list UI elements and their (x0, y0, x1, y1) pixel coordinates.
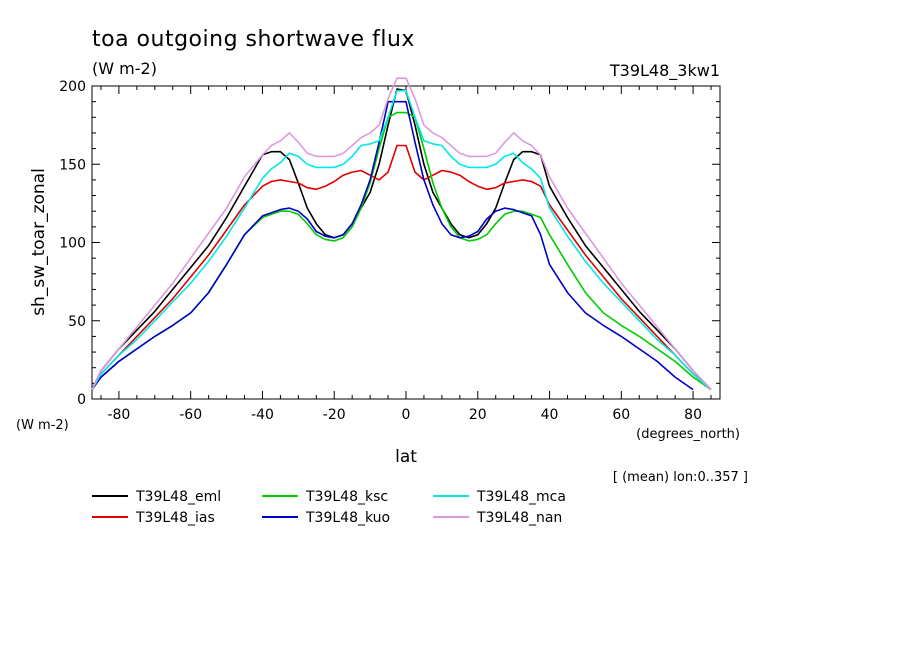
y-tick-label: 100 (59, 236, 86, 252)
legend-label-T39L48_kuo: T39L48_kuo (305, 510, 390, 526)
series-lines (91, 77, 712, 391)
series-line-T39L48_nan (91, 77, 712, 391)
units-label-top: (W m-2) (92, 59, 157, 78)
series-line-T39L48_eml (91, 88, 712, 391)
y-axis-ticks: 0 50 100 150 200 (59, 79, 720, 408)
legend-label-T39L48_mca: T39L48_mca (476, 489, 566, 505)
plot-area: -80 -60 -40 -20 0 20 40 60 80 0 50 100 150 200 (59, 77, 721, 423)
x-axis-units: (degrees_north) (636, 427, 740, 442)
legend-label-T39L48_nan: T39L48_nan (476, 510, 562, 526)
x-tick-label: 80 (684, 407, 702, 423)
series-line-T39L48_mca (91, 89, 712, 391)
legend-label-T39L48_ksc: T39L48_ksc (305, 489, 388, 505)
mean-note: [ (mean) lon:0..357 ] (613, 470, 748, 485)
legend: T39L48_eml T39L48_ias T39L48_ksc T39L48_kuo… (92, 489, 566, 526)
y-axis-label: sh_sw_toar_zonal (29, 168, 49, 316)
series-line-T39L48_ias (91, 144, 712, 391)
x-tick-label: 0 (402, 407, 411, 423)
x-tick-label: 60 (612, 407, 630, 423)
legend-label-T39L48_ias: T39L48_ias (135, 510, 215, 526)
x-tick-label: -80 (107, 407, 130, 423)
y-tick-label: 0 (77, 392, 86, 408)
x-axis-ticks: -80 -60 -40 -20 0 20 40 60 80 (107, 86, 702, 423)
plot-frame (91, 85, 721, 400)
legend-label-T39L48_eml: T39L48_eml (135, 489, 221, 505)
x-tick-label: 40 (541, 407, 559, 423)
y-tick-label: 50 (68, 314, 86, 330)
series-line-T39L48_ksc (91, 111, 712, 391)
minor-ticks (92, 86, 720, 399)
x-tick-label: -20 (323, 407, 346, 423)
chart-title: toa outgoing shortwave flux (92, 27, 415, 52)
series-line-T39L48_kuo (91, 100, 694, 391)
x-tick-label: 20 (469, 407, 487, 423)
y-tick-label: 200 (59, 79, 86, 95)
y-axis-units: (W m-2) (16, 418, 69, 433)
experiment-label: T39L48_3kw1 (609, 61, 720, 81)
x-axis-label: lat (395, 447, 417, 467)
x-tick-label: -60 (179, 407, 202, 423)
x-tick-label: -40 (251, 407, 274, 423)
y-tick-label: 150 (59, 157, 86, 173)
